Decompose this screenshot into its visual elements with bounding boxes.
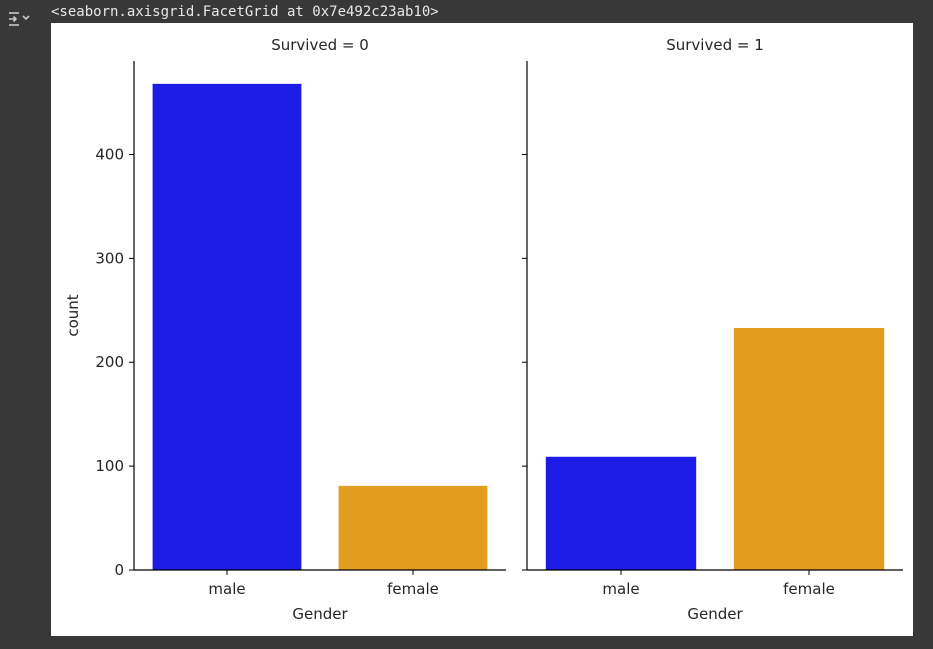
y-tick-label: 100: [95, 457, 124, 475]
y-tick-label: 300: [95, 249, 124, 267]
facet-title-panel-2: Survived = 1: [666, 36, 764, 54]
y-axis-label: count: [64, 294, 82, 336]
bar-male-panel-1: [152, 83, 302, 570]
x-axis-label-panel-1: Gender: [292, 605, 348, 623]
bar-female-panel-1: [338, 485, 488, 570]
y-tick-label: 400: [95, 145, 124, 163]
y-tick-label: 0: [114, 561, 124, 579]
cell-output-header: <seaborn.axisgrid.FacetGrid at 0x7e492c2…: [0, 0, 933, 26]
x-axis-label-panel-2: Gender: [687, 605, 743, 623]
output-collapse-icon[interactable]: [6, 10, 32, 30]
facet-grid-figure: 0 100 200 300 400 male female Survived = 0 Gende…: [51, 23, 913, 636]
bar-male-panel-2: [545, 456, 697, 570]
bar-female-panel-2: [733, 327, 885, 570]
facetgrid-repr-text: <seaborn.axisgrid.FacetGrid at 0x7e492c2…: [51, 4, 439, 20]
x-tick-label: female: [387, 580, 439, 598]
x-tick-label: male: [208, 580, 245, 598]
y-tick-label: 200: [95, 353, 124, 371]
facet-title-panel-1: Survived = 0: [271, 36, 369, 54]
x-tick-label: male: [602, 580, 639, 598]
facet-grid-svg: 0 100 200 300 400 male female Survived = 0 Gende…: [64, 36, 903, 623]
x-tick-label: female: [783, 580, 835, 598]
